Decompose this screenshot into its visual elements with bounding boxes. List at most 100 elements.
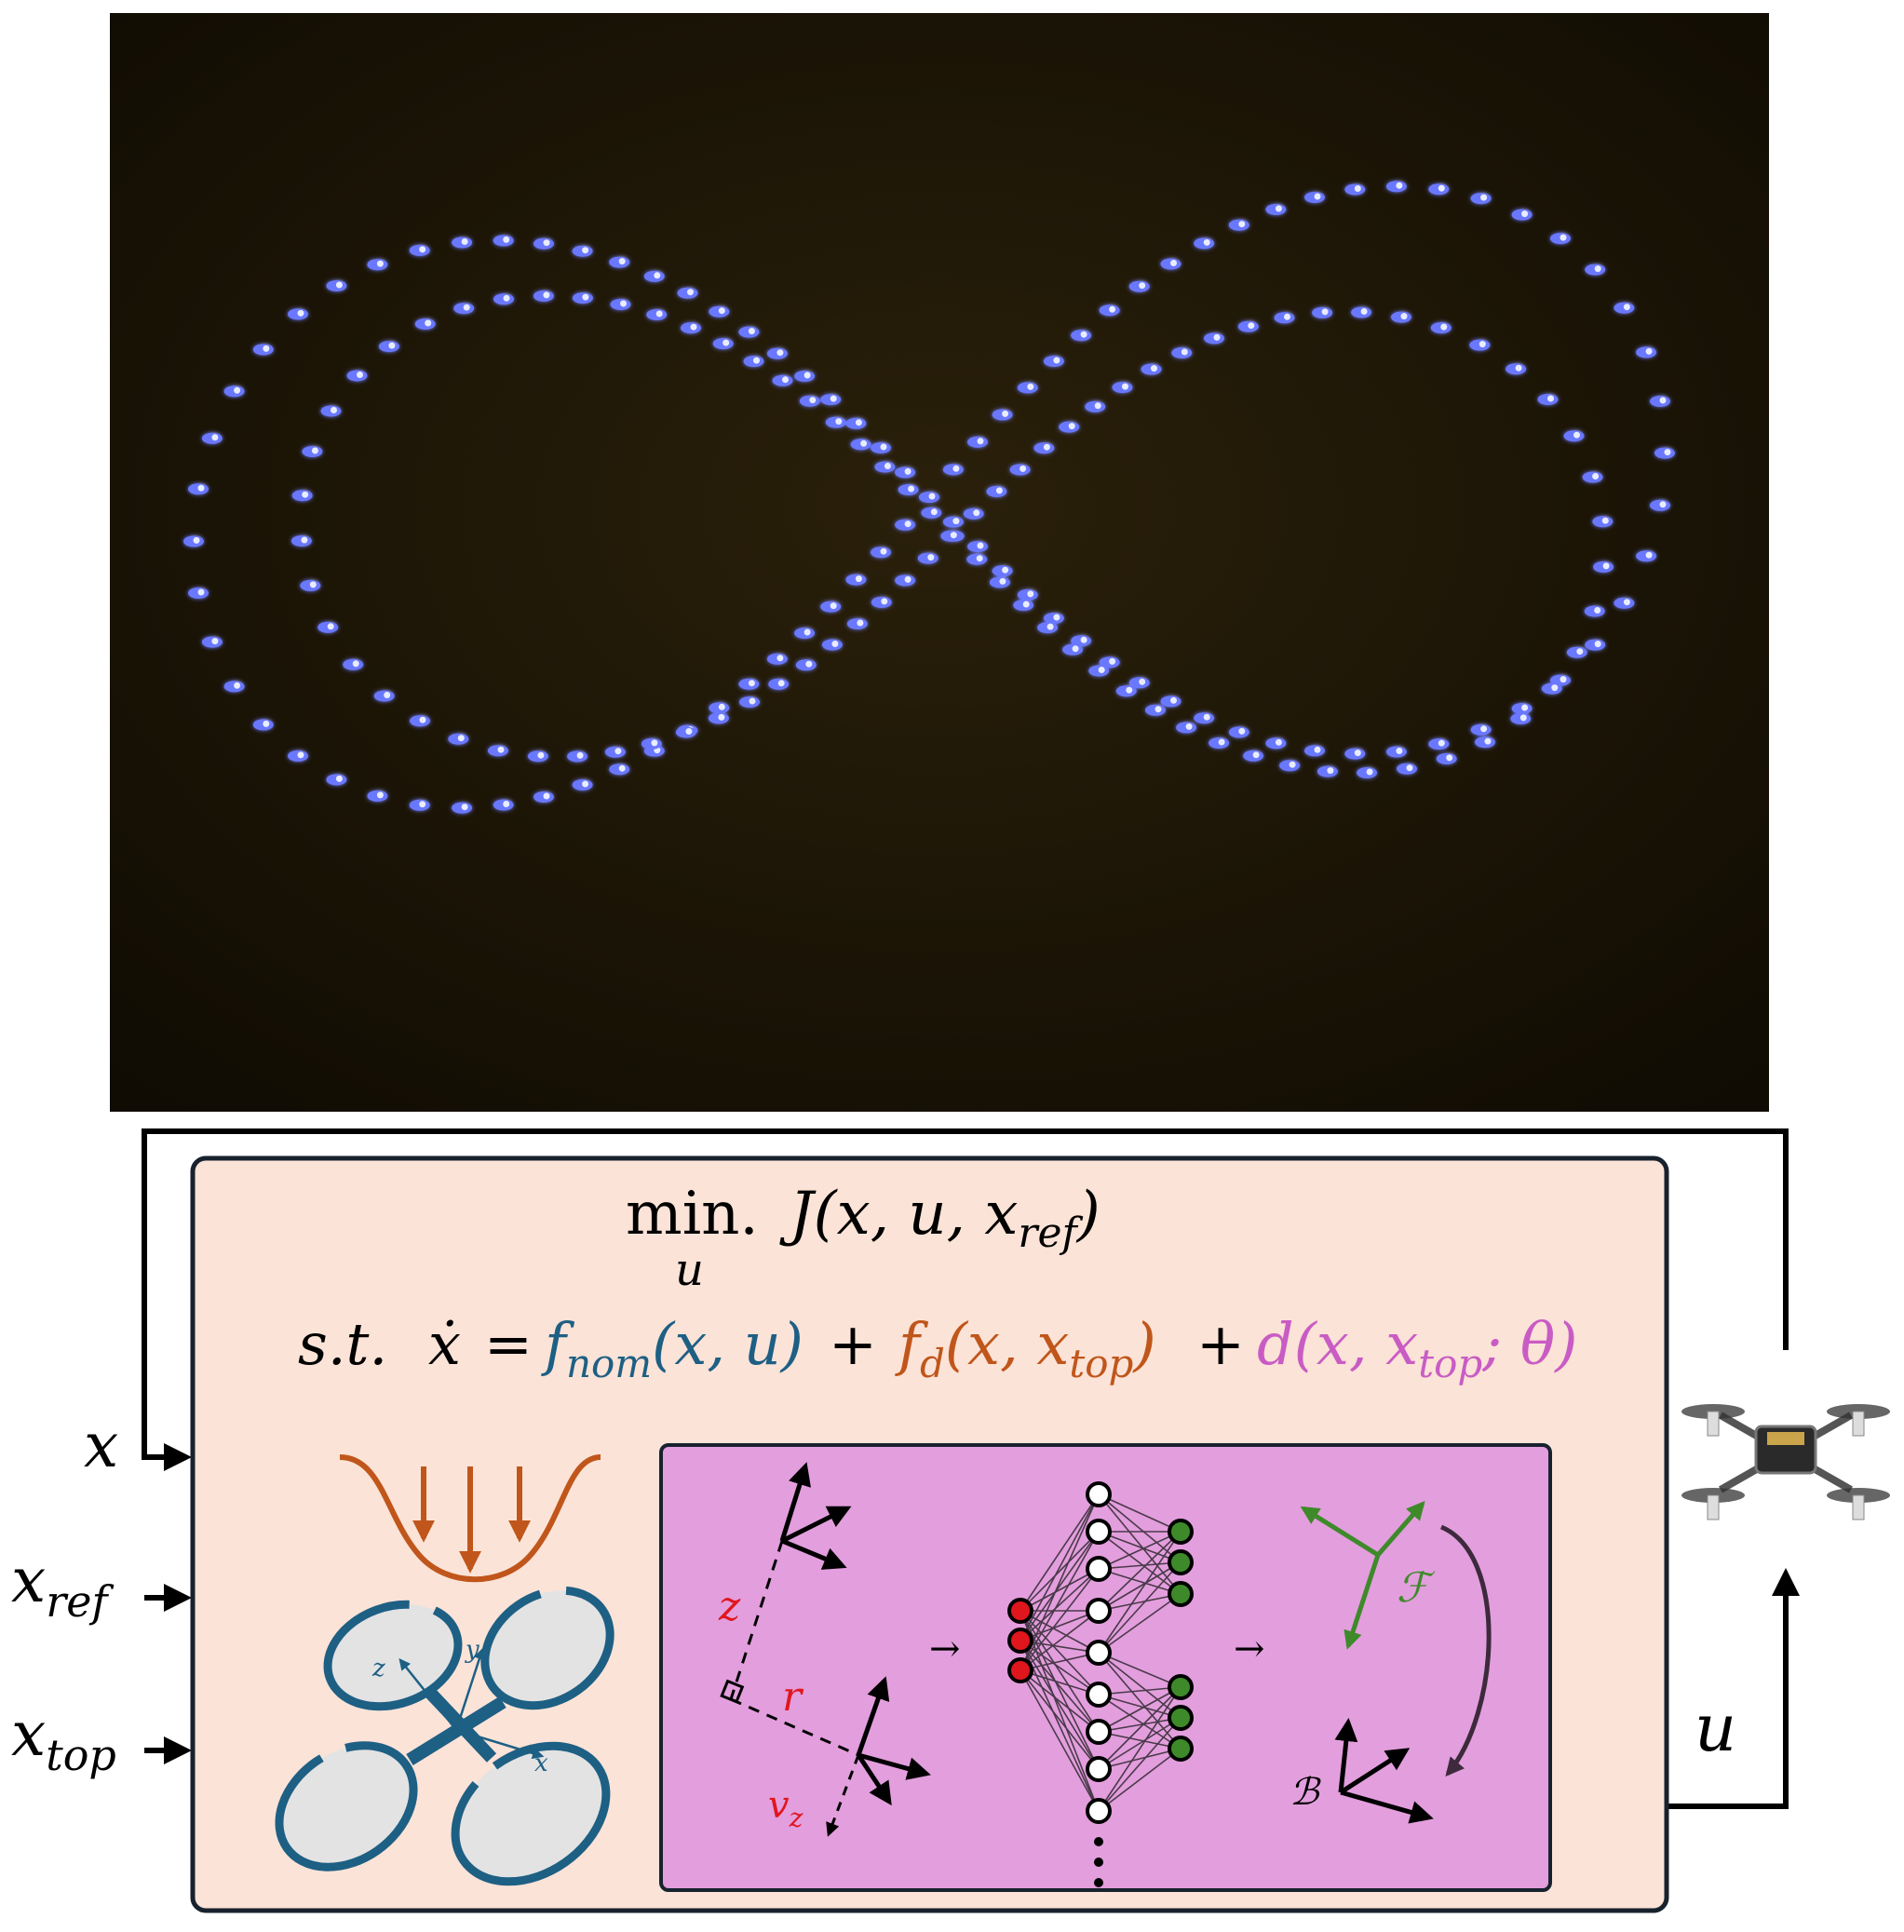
drone-light-core xyxy=(1406,764,1413,772)
xdot: ẋ xyxy=(428,1310,461,1378)
nn-hidden-node xyxy=(1086,1598,1112,1624)
drone-light-core xyxy=(1252,751,1260,759)
nn-edge xyxy=(1098,1748,1182,1812)
transform-arrow xyxy=(1440,1524,1492,1777)
nn-input-node xyxy=(1007,1628,1033,1654)
drone-light-core xyxy=(880,443,887,451)
drone-light-core xyxy=(977,542,984,549)
nn-edge xyxy=(1020,1610,1100,1733)
drone-light-core xyxy=(331,407,337,413)
nn-edge xyxy=(1020,1669,1100,1696)
nn-edge xyxy=(1098,1686,1182,1812)
nn-edge xyxy=(1020,1640,1100,1696)
nn-hidden-node xyxy=(1086,1640,1112,1666)
drone-light-core xyxy=(803,372,811,379)
nn-edge xyxy=(1020,1610,1100,1812)
drone-light-core xyxy=(1002,566,1009,574)
drone-light-core xyxy=(419,801,426,808)
nn-edge xyxy=(1020,1640,1100,1770)
nn-edge xyxy=(1098,1568,1182,1595)
drone-light-core xyxy=(1238,221,1246,228)
drone-light-core xyxy=(1126,686,1133,694)
nn-edge xyxy=(1020,1493,1100,1642)
nn-edge xyxy=(1098,1686,1182,1733)
drone-light-core xyxy=(1053,357,1060,364)
drone-light-core xyxy=(1479,341,1486,348)
drone-light-core xyxy=(1080,636,1087,643)
drone-light-core xyxy=(654,272,661,279)
drone-light-core xyxy=(1248,322,1255,330)
drone-light-core xyxy=(543,291,550,299)
plus-sign-1: + xyxy=(829,1310,877,1378)
plus-sign-2: + xyxy=(1196,1310,1245,1378)
nn-output-node xyxy=(1168,1549,1194,1575)
drone-light-core xyxy=(952,518,960,525)
ground-effect-icon xyxy=(339,1454,601,1583)
drone-light-core xyxy=(503,801,510,807)
drone-light-core xyxy=(1480,194,1488,201)
drone-light-core xyxy=(880,547,887,555)
nn-output-node xyxy=(1168,1581,1194,1607)
drone-light-core xyxy=(1396,182,1403,189)
axis-label-y: y xyxy=(465,1636,479,1664)
drone-light-core xyxy=(999,577,1006,585)
drone-light-trail xyxy=(183,181,1675,814)
drone-light-core xyxy=(860,439,868,447)
drone-light-core xyxy=(1327,767,1334,775)
drone-light-core xyxy=(1321,308,1329,316)
drone-light-core xyxy=(1080,331,1087,338)
nn-ellipsis-dot xyxy=(1094,1837,1103,1846)
drone-light-core xyxy=(1659,501,1667,508)
drone-light-core xyxy=(503,294,510,302)
drone-light-core xyxy=(1515,364,1522,372)
drone-light-core xyxy=(1576,648,1584,655)
drone-light-core xyxy=(1664,449,1671,456)
drone-light-core xyxy=(1560,676,1567,683)
learned-residual-panel xyxy=(659,1443,1552,1892)
drone-light-core xyxy=(461,804,468,811)
drone-light-core xyxy=(211,434,219,441)
drone-light-core xyxy=(1484,737,1492,745)
drone-light-core xyxy=(803,628,811,636)
drone-light-core xyxy=(655,310,663,317)
drone-light-core xyxy=(1170,260,1177,266)
drone-light-core xyxy=(388,342,396,349)
drone-light-core xyxy=(1275,205,1282,212)
vz-label: vz xyxy=(768,1784,803,1833)
drone-light-core xyxy=(618,258,626,265)
drone-light-core xyxy=(1645,347,1653,355)
drone-light-core xyxy=(1354,750,1361,757)
z-distance-label: z xyxy=(718,1583,741,1630)
cost-function: J(x, u, xref) xyxy=(779,1180,1101,1257)
drone-light-core xyxy=(1659,397,1667,404)
drone-light-core xyxy=(1122,383,1128,390)
feedback-loop xyxy=(142,1128,1800,1809)
nn-edge xyxy=(1098,1717,1182,1733)
drone-light-core xyxy=(1218,738,1225,746)
nn-ellipsis-dot xyxy=(1094,1878,1103,1887)
drone-light-core xyxy=(302,491,309,498)
drone-light-core xyxy=(1440,323,1448,331)
drone-light-core xyxy=(576,751,584,759)
drone-light-core xyxy=(1072,645,1079,653)
drone-light-core xyxy=(776,655,784,662)
arrow-to-network: → xyxy=(929,1628,961,1670)
body-frame-icon xyxy=(1334,1718,1434,1824)
drone-light-core xyxy=(537,751,545,759)
drone-light-core xyxy=(1551,684,1559,692)
nn-output-node xyxy=(1168,1736,1194,1762)
dynamics-constraint: s.t. ẋ = fnom(x, u) + fd(x, xtop) + d(x,… xyxy=(298,1310,1577,1386)
drone-light-core xyxy=(1170,696,1177,704)
nn-edge xyxy=(1098,1593,1182,1612)
drone-light-core xyxy=(1109,305,1116,313)
nn-hidden-node xyxy=(1086,1798,1112,1824)
nn-edge xyxy=(1020,1531,1100,1612)
min-label: min. xyxy=(626,1180,759,1249)
drone-light-core xyxy=(753,357,760,364)
drone-light-core xyxy=(1002,410,1009,417)
nn-edge xyxy=(1098,1593,1182,1654)
drone-light-core xyxy=(1594,607,1601,614)
drone-light-core xyxy=(748,328,755,335)
drone-light-core xyxy=(197,588,205,596)
drone-light-core xyxy=(1400,313,1408,320)
